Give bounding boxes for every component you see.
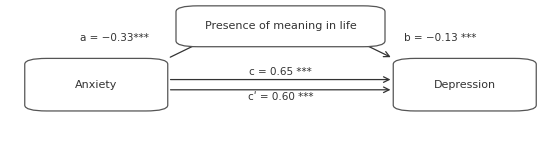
FancyBboxPatch shape bbox=[25, 58, 168, 111]
FancyBboxPatch shape bbox=[393, 58, 536, 111]
FancyBboxPatch shape bbox=[176, 6, 385, 47]
Text: c = 0.65 ***: c = 0.65 *** bbox=[249, 67, 312, 77]
Text: b = −0.13 ***: b = −0.13 *** bbox=[404, 33, 477, 43]
Text: cʹ = 0.60 ***: cʹ = 0.60 *** bbox=[248, 92, 314, 102]
Text: Presence of meaning in life: Presence of meaning in life bbox=[205, 21, 356, 31]
Text: Depression: Depression bbox=[434, 80, 496, 90]
Text: Anxiety: Anxiety bbox=[75, 80, 118, 90]
Text: a = −0.33***: a = −0.33*** bbox=[80, 33, 148, 43]
